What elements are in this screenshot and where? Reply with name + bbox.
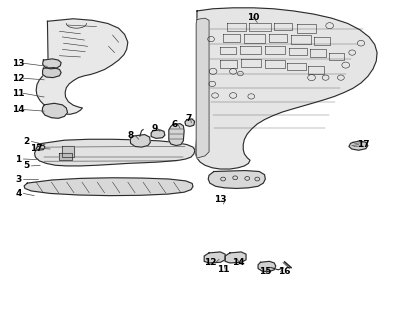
Text: 14: 14: [12, 105, 25, 114]
Text: 13: 13: [12, 59, 25, 68]
Polygon shape: [168, 124, 184, 146]
Polygon shape: [43, 68, 61, 78]
Text: 10: 10: [247, 13, 259, 22]
Text: 13: 13: [213, 195, 226, 204]
Polygon shape: [225, 252, 245, 263]
Polygon shape: [43, 59, 61, 69]
Polygon shape: [151, 130, 164, 138]
Polygon shape: [130, 135, 150, 147]
Polygon shape: [36, 19, 128, 114]
Polygon shape: [195, 8, 376, 169]
Text: 4: 4: [15, 189, 22, 198]
Text: 14: 14: [232, 259, 245, 267]
Text: 12: 12: [204, 259, 217, 267]
Text: 17: 17: [30, 144, 43, 153]
Polygon shape: [204, 252, 225, 263]
Text: 17: 17: [356, 140, 369, 149]
Text: 12: 12: [12, 74, 25, 83]
Text: 5: 5: [23, 162, 29, 170]
Text: 6: 6: [171, 120, 178, 129]
Polygon shape: [208, 171, 265, 188]
Polygon shape: [59, 153, 71, 160]
Text: 11: 11: [12, 89, 25, 98]
Polygon shape: [348, 141, 367, 150]
Text: 7: 7: [184, 115, 191, 123]
Polygon shape: [42, 103, 67, 118]
Text: 9: 9: [151, 124, 157, 133]
Polygon shape: [24, 178, 192, 196]
Text: 2: 2: [23, 137, 29, 146]
Polygon shape: [196, 18, 209, 158]
Text: 8: 8: [128, 131, 134, 140]
Text: 16: 16: [277, 267, 290, 276]
Polygon shape: [36, 145, 45, 150]
Text: 1: 1: [15, 155, 22, 163]
Polygon shape: [62, 146, 74, 156]
Text: 11: 11: [217, 265, 229, 274]
Text: 3: 3: [15, 175, 22, 183]
Text: 15: 15: [258, 267, 271, 276]
Polygon shape: [257, 261, 275, 272]
Polygon shape: [34, 139, 194, 166]
Polygon shape: [184, 119, 194, 126]
